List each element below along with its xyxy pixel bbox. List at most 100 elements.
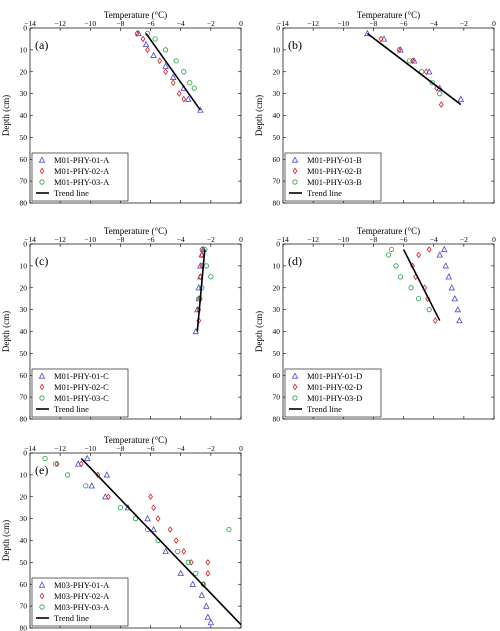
y-tick-label: 10 — [273, 261, 281, 270]
chart-panel-4: −14 −12 −10 −8 −6 −4 −2 0 0 10 20 30 40 50 60 70 80 Tempe… — [254, 226, 496, 424]
data-point — [54, 460, 60, 468]
y-tick-label: 20 — [20, 283, 28, 292]
data-point — [397, 46, 404, 53]
y-tick-label: 80 — [20, 415, 28, 424]
y-tick-label: 40 — [273, 327, 281, 336]
x-tick-label: −14 — [24, 444, 36, 453]
y-tick-label: 20 — [20, 492, 28, 501]
legend-marker — [39, 395, 45, 401]
y-tick-label: 10 — [20, 470, 28, 479]
data-point — [167, 526, 173, 533]
x-axis-label: Temperature (°C) — [104, 226, 167, 236]
x-tick-label: −4 — [177, 19, 185, 28]
x-tick-label: −8 — [116, 444, 124, 453]
legend-entry: M01-PHY-02-C — [54, 382, 109, 392]
y-tick-label: 80 — [20, 199, 28, 208]
legend-marker — [292, 179, 298, 185]
x-tick-label: 0 — [492, 235, 496, 244]
x-axis-label: Temperature (°C) — [104, 10, 167, 20]
x-tick-label: −14 — [24, 19, 36, 28]
data-point — [423, 68, 429, 76]
data-point — [197, 262, 204, 269]
data-point — [134, 30, 140, 37]
data-point — [173, 58, 179, 64]
legend-marker — [38, 581, 46, 588]
data-point — [451, 295, 459, 302]
y-tick-label: 40 — [20, 111, 28, 120]
x-tick-label: −4 — [177, 235, 185, 244]
data-point — [132, 516, 139, 522]
x-tick-label: −10 — [337, 235, 349, 244]
data-point — [173, 537, 179, 544]
data-point — [191, 85, 197, 91]
legend-entry: M01-PHY-01-C — [54, 371, 109, 381]
data-point — [378, 35, 384, 43]
y-tick-label: 40 — [20, 327, 28, 336]
legend-entry: M03-PHY-03-A — [54, 602, 110, 612]
y-tick-label: 60 — [20, 155, 28, 164]
legend-entry: Trend line — [54, 613, 89, 623]
data-point — [203, 263, 209, 269]
data-point — [170, 79, 176, 86]
y-tick-label: 50 — [273, 349, 281, 358]
x-tick-label: −8 — [369, 19, 377, 28]
x-tick-label: −2 — [207, 19, 215, 28]
y-tick-label: 30 — [273, 305, 281, 314]
y-tick-label: 60 — [20, 580, 28, 589]
x-tick-label: 0 — [239, 235, 243, 244]
y-tick-label: 50 — [20, 133, 28, 142]
panel-label: (c) — [35, 254, 48, 268]
data-point — [177, 569, 184, 576]
data-point — [397, 274, 404, 280]
data-point — [181, 548, 187, 555]
data-point — [432, 317, 438, 324]
y-tick-label: 80 — [20, 624, 28, 631]
panel-label: (e) — [35, 463, 48, 477]
data-point — [150, 51, 157, 58]
legend-marker — [292, 395, 298, 401]
x-tick-label: −12 — [307, 235, 319, 244]
x-tick-label: −8 — [369, 235, 377, 244]
y-axis-label: Depth (cm) — [1, 311, 11, 352]
y-tick-label: 30 — [20, 89, 28, 98]
x-tick-label: 0 — [239, 19, 243, 28]
x-axis-label: Temperature (°C) — [357, 226, 420, 236]
data-point — [441, 245, 448, 253]
chart-panel-3: −14 −12 −10 −8 −6 −4 −2 0 0 10 20 30 40 50 60 70 80 Tempe… — [1, 226, 243, 424]
data-point — [184, 95, 192, 102]
y-tick-label: 20 — [273, 67, 281, 76]
data-point — [410, 57, 418, 64]
y-tick-label: 70 — [20, 393, 28, 402]
y-tick-label: 70 — [20, 177, 28, 186]
trend-line — [402, 249, 441, 321]
data-point — [135, 29, 142, 37]
x-tick-label: −2 — [460, 19, 468, 28]
x-tick-label: −12 — [54, 444, 66, 453]
y-tick-label: 20 — [20, 67, 28, 76]
data-point — [144, 514, 151, 522]
data-point — [203, 602, 210, 609]
legend-entry: Trend line — [54, 404, 89, 414]
legend-entry: M01-PHY-03-A — [54, 177, 110, 187]
legend-entry: M03-PHY-02-A — [54, 591, 110, 601]
y-tick-label: 0 — [276, 24, 280, 33]
legend-box — [284, 368, 382, 418]
x-tick-label: −2 — [460, 235, 468, 244]
data-point — [65, 472, 71, 478]
legend-marker — [291, 156, 299, 163]
y-tick-label: 40 — [273, 111, 281, 120]
data-point — [226, 526, 232, 533]
y-tick-label: 30 — [20, 514, 28, 523]
data-point — [204, 613, 212, 620]
x-tick-label: −6 — [147, 444, 155, 453]
y-tick-label: 70 — [20, 602, 28, 611]
x-axis-label: Temperature (°C) — [357, 10, 420, 20]
y-tick-label: 0 — [23, 449, 27, 458]
panel-label: (b) — [288, 38, 302, 52]
data-point — [189, 580, 197, 587]
data-point — [181, 69, 187, 75]
legend-marker — [39, 604, 45, 610]
y-axis-label: Depth (cm) — [1, 95, 11, 136]
data-point — [83, 483, 89, 489]
y-axis-label: Depth (cm) — [254, 95, 264, 136]
